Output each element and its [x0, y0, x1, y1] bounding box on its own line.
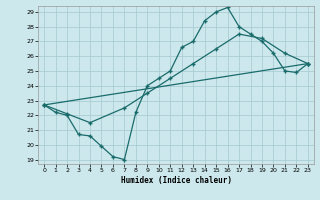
X-axis label: Humidex (Indice chaleur): Humidex (Indice chaleur) — [121, 176, 231, 185]
